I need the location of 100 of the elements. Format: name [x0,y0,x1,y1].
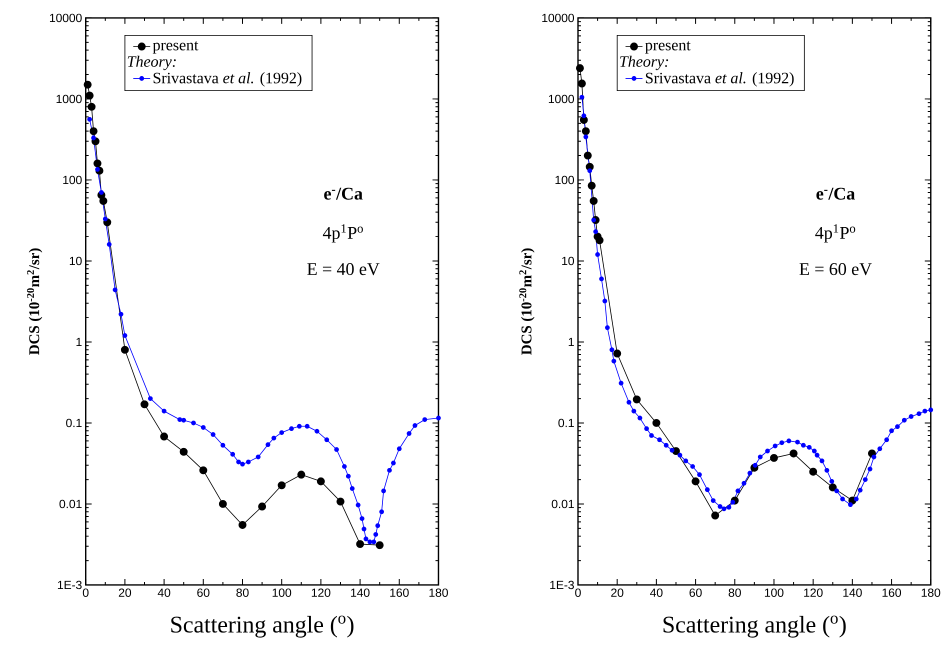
point [99,190,104,196]
point [375,523,380,528]
point [364,536,368,542]
point [342,464,347,470]
point [296,424,302,429]
point [99,197,108,206]
point [148,396,153,402]
point [360,516,364,522]
point [387,468,392,473]
point [588,182,596,190]
point [258,502,266,511]
point [177,417,182,422]
legend-label: present [645,41,691,54]
point [373,532,378,537]
point [381,488,386,494]
y-axis-title: DCS (10$^{-20}$m$^{2}$/sr) [26,248,42,356]
point [362,526,366,532]
point [297,470,306,479]
point [106,242,112,247]
point [367,540,372,544]
x-tick-label: 20 [118,588,132,598]
annotation: E = 60 eV [799,263,872,276]
point [200,425,206,430]
point [376,541,384,550]
x-tick-label: 140 [351,588,370,598]
legend-title: Theory: [128,56,176,70]
x-tick-label: 60 [690,588,702,598]
point [238,521,246,530]
x-tick-label: 40 [650,588,663,598]
x-tick-label: 140 [843,588,862,598]
point [236,460,241,464]
point [112,288,118,292]
point [266,442,270,448]
annotation: e$^{-}$/Ca [816,188,855,200]
point [289,426,294,432]
point [584,152,592,160]
point [180,448,188,456]
point [210,432,216,438]
point [199,466,208,474]
point [436,416,441,421]
point [86,92,94,100]
point [422,417,428,422]
y-tick-label: 10000 [542,14,574,22]
point [122,333,128,338]
legend-title: Theory: [620,56,668,70]
x-tick-label: 160 [882,588,902,598]
point [279,430,284,436]
point [412,423,418,428]
y-tick-label: 1000 [548,94,574,104]
point [711,512,720,520]
point [314,429,320,434]
x-tick-label: 20 [611,588,624,598]
point [140,400,148,408]
point [396,446,402,452]
x-tick-label: 120 [804,588,823,598]
x-tick-label: 60 [197,588,210,598]
point [692,478,700,486]
annotation: 4p$^{1}$P$^{o}$ [815,224,856,243]
point [220,443,226,448]
y-tick-label: 0.01 [552,500,574,508]
x-tick-label: 40 [158,588,170,598]
point [120,346,129,354]
point [218,500,227,508]
annotation: e$^{-}$/Ca [324,188,363,200]
y-tick-label: 1E-3 [58,580,82,590]
point [582,127,590,136]
y-tick-label: 100 [556,176,574,184]
x-tick-label: 120 [312,588,330,598]
point [406,431,412,436]
x-tick-label: 100 [764,588,784,598]
point [246,460,251,464]
point [632,396,641,404]
legend-label: Srivastava et al. (1992) [154,72,302,87]
point [87,117,92,122]
legend-label: present [152,41,198,54]
y-tick-label: 0.01 [59,500,82,508]
point [790,450,798,458]
y-tick-label: 10000 [50,14,82,22]
y-tick-label: 10 [70,256,82,266]
point [316,478,325,486]
annotation: 4p$^{1}$P$^{o}$ [322,224,363,243]
y-tick-label: 1000 [56,94,82,104]
point [652,419,660,428]
y-tick-label: 0.1 [66,418,82,428]
point [84,80,92,89]
y-tick-label: 10 [562,256,574,266]
point [91,136,96,140]
x-axis-title: Scattering angle ($^{o}$) [171,616,354,638]
point [162,408,166,414]
x-tick-label: 160 [390,588,409,598]
legend-label: Srivastava et al. (1992) [646,72,794,87]
point [336,498,344,506]
point [90,127,98,136]
point [304,424,310,429]
point [350,486,355,492]
y-tick-label: 1E-3 [550,580,574,590]
x-axis-title: Scattering angle ($^{o}$) [664,616,846,638]
point [391,460,396,466]
point [93,160,102,168]
point [160,432,168,441]
